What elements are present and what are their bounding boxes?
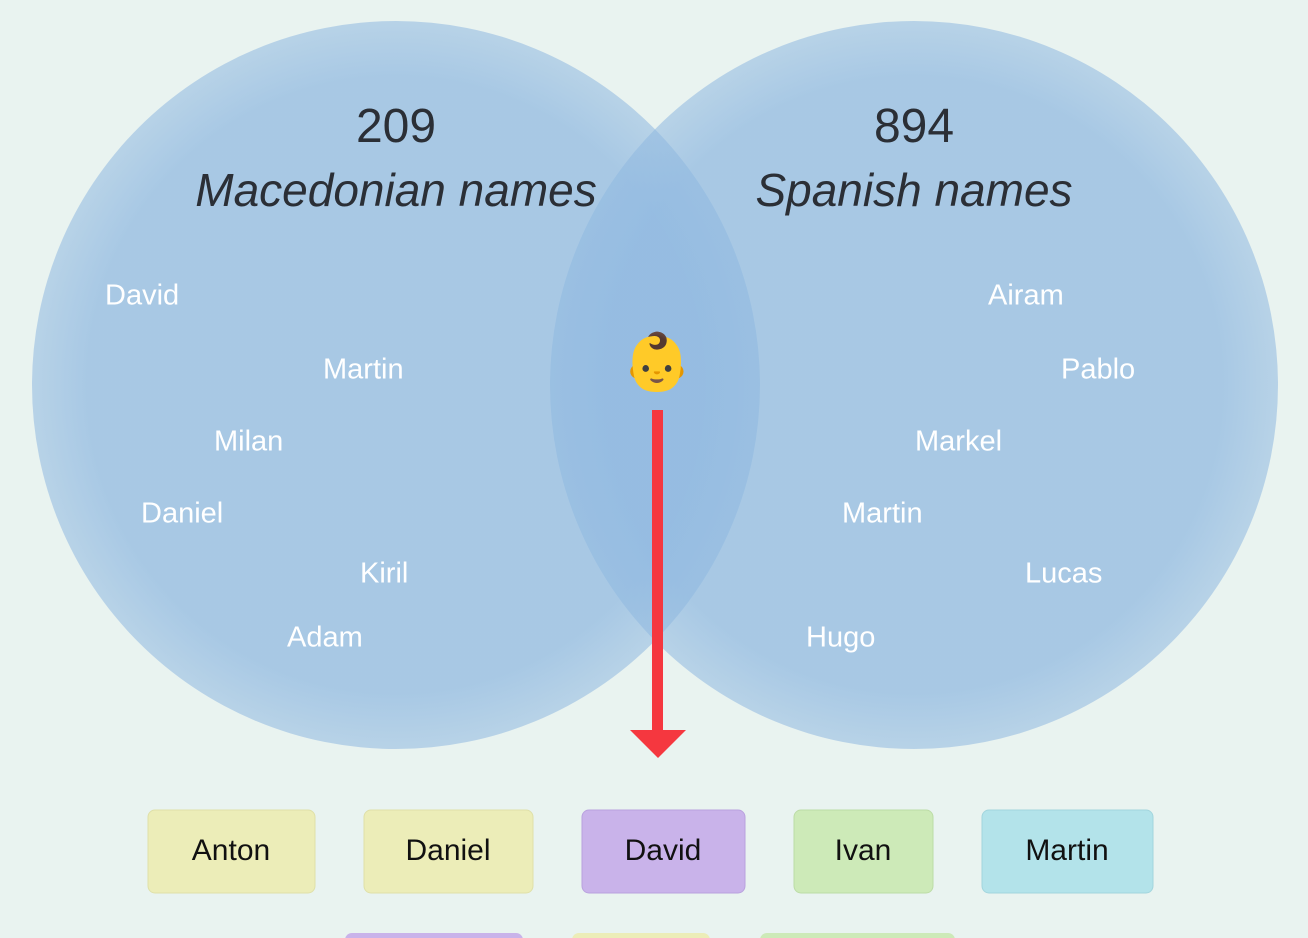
name: Daniel: [141, 498, 223, 530]
chip-label: Anton: [192, 834, 270, 867]
name: Martin: [842, 498, 923, 530]
chip[interactable]: [581, 809, 746, 894]
name: Kiril: [360, 558, 408, 590]
chips: Anton Daniel David Ivan Martin: [147, 809, 1154, 938]
arrow-head: [630, 730, 686, 758]
right-label: Spanish names: [755, 164, 1072, 216]
left-label: Macedonian names: [195, 164, 596, 216]
chip[interactable]: [363, 809, 534, 894]
left-count: 209: [356, 100, 436, 153]
name: Milan: [214, 426, 283, 458]
right-count: 894: [874, 100, 954, 153]
chip[interactable]: [345, 933, 523, 938]
chip-label: Martin: [1025, 834, 1108, 867]
name: Adam: [287, 622, 363, 654]
chip[interactable]: [981, 809, 1154, 894]
name: Hugo: [806, 622, 875, 654]
chip[interactable]: [572, 933, 710, 938]
name: David: [105, 280, 179, 312]
chip[interactable]: [793, 809, 934, 894]
name: Markel: [915, 426, 1002, 458]
arrow-shaft: [652, 410, 663, 732]
chip[interactable]: [147, 809, 316, 894]
chip-label: Daniel: [405, 834, 490, 867]
chip[interactable]: [760, 933, 955, 938]
left-circle: [32, 21, 760, 749]
baby-icon: 👶: [622, 330, 692, 394]
right-circle: [550, 21, 1278, 749]
chip-label: David: [625, 834, 702, 867]
name: Martin: [323, 354, 404, 386]
name: Lucas: [1025, 558, 1102, 590]
chip-label: Ivan: [835, 834, 892, 867]
name: Pablo: [1061, 354, 1135, 386]
name: Airam: [988, 280, 1064, 312]
